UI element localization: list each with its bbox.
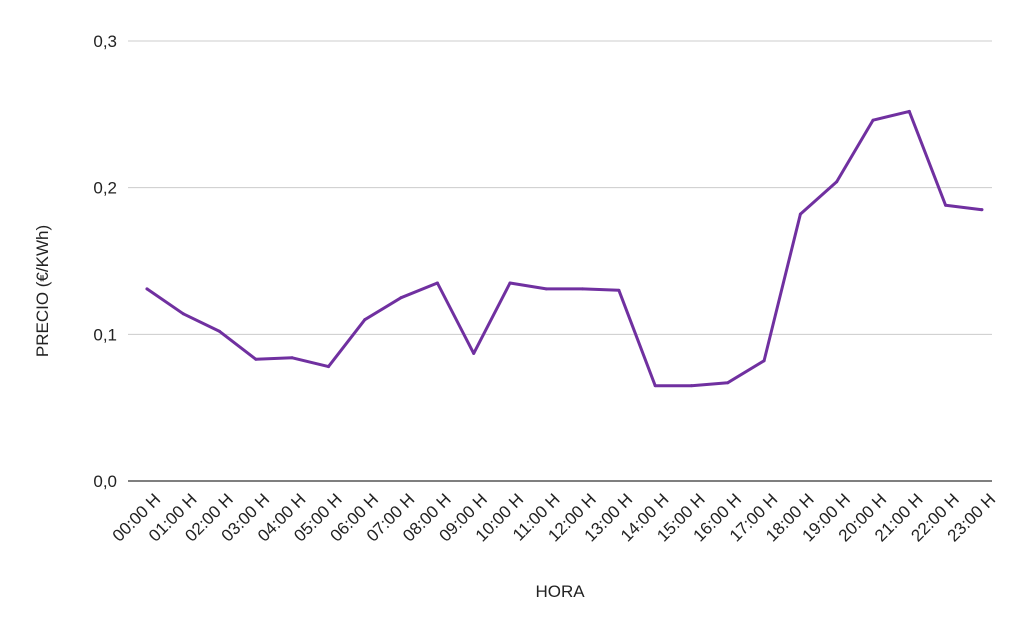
data-point: [327, 365, 330, 369]
data-point: [508, 281, 512, 285]
data-point: [544, 287, 548, 291]
data-point: [726, 381, 730, 385]
data-point: [798, 212, 802, 216]
series-line: [145, 109, 984, 388]
data-point: [145, 287, 149, 291]
x-axis-ticks: 00:00 H01:00 H02:00 H03:00 H04:00 H05:00…: [109, 490, 999, 546]
data-point: [581, 287, 585, 291]
data-point: [181, 312, 185, 316]
y-tick-label: 0,2: [93, 179, 117, 198]
y-tick-label: 0,1: [93, 325, 117, 344]
data-point: [435, 281, 439, 285]
y-tick-label: 0,0: [93, 472, 117, 491]
y-tick-label: 0,3: [93, 32, 117, 51]
data-point: [218, 329, 222, 333]
data-point: [653, 384, 657, 388]
series-layer: [145, 109, 984, 388]
y-axis-ticks: 0,0 0,1 0,2 0,3: [93, 32, 117, 491]
gridlines: [128, 40, 992, 482]
data-point: [835, 180, 839, 184]
data-point: [399, 296, 403, 300]
data-point: [290, 356, 294, 360]
data-point: [690, 384, 693, 388]
data-point: [617, 288, 621, 292]
data-point: [472, 351, 476, 355]
y-axis-title: PRECIO (€/KWh): [33, 225, 52, 357]
data-point: [980, 208, 984, 212]
data-point: [871, 118, 875, 122]
data-point: [907, 109, 911, 113]
data-point: [944, 203, 948, 207]
data-point: [254, 357, 258, 361]
data-point: [363, 318, 367, 322]
data-point: [762, 359, 766, 363]
x-axis-title: HORA: [535, 582, 585, 601]
